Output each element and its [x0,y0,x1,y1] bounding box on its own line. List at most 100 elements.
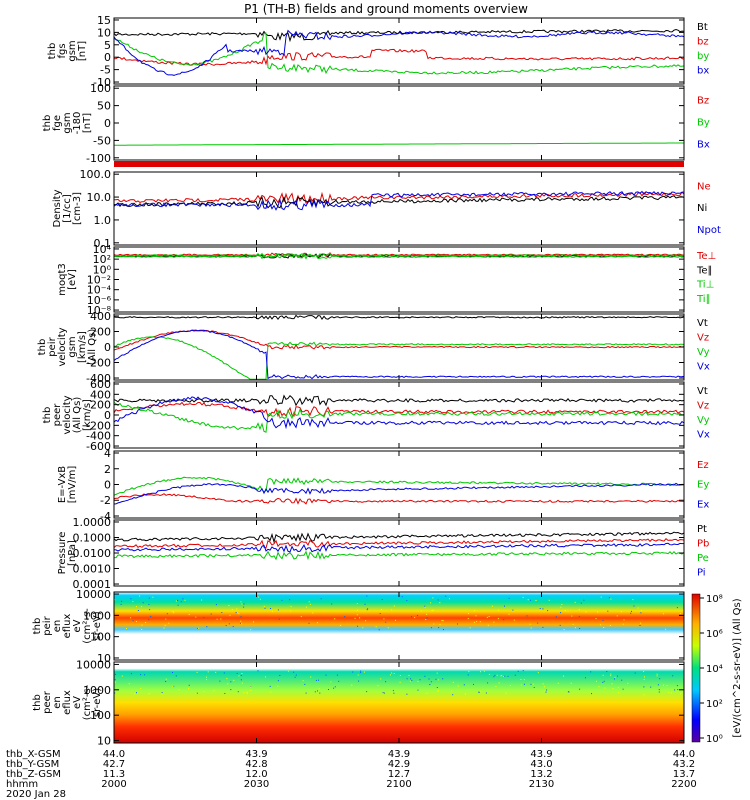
spectrogram-pixel [293,671,295,673]
spectrogram-pixel [433,623,435,625]
spectrogram-pixel [249,686,251,688]
y-axis-label: (cm²-s- [82,684,93,720]
x-row-label: thb_X-GSM [6,749,61,760]
spectrogram-pixel [621,679,623,681]
spectrogram-pixel [241,623,242,625]
spectrogram-pixel [504,675,506,677]
spectrogram-pixel [114,692,116,694]
y-axis-label: -180 [72,112,83,135]
spectrogram-pixel [411,679,413,681]
spectrogram-pixel [424,606,426,608]
spectrogram-pixel [238,675,240,677]
spectrogram-pixel [381,609,382,611]
spectrogram-pixel [451,690,453,692]
spectrogram-pixel [289,599,291,601]
legend-entry: Vx [697,430,710,441]
spectrogram-pixel [270,608,272,609]
spectrogram-pixel [340,624,342,626]
spectrogram-pixel [173,685,175,687]
spectrogram-pixel [620,611,622,613]
spectrogram-pixel [663,613,665,615]
spectrogram-pixel [443,629,444,630]
spectrogram-pixel [650,686,652,688]
spectrogram-pixel [623,619,625,621]
spectrogram-pixel [539,608,541,609]
spectrogram-pixel [548,599,550,601]
spectrogram-pixel [612,688,614,690]
spectrogram-pixel [432,609,434,611]
y-axis-label: [cm-3] [72,192,83,225]
spectrogram-pixel [391,672,393,674]
legend-entry: Vy [697,415,710,426]
colorbar-label: [eV/(cm^2-s-sr-eV)] (All Qs) [732,598,743,737]
spectrogram-pixel [236,608,238,610]
spectrogram-pixel [243,692,245,694]
spectrogram-pixel [580,602,582,604]
series-Pt [113,531,685,544]
spectrogram-pixel [622,623,624,625]
spectrogram-pixel [132,601,134,603]
y-tick-label: 1000 [83,684,111,697]
spectrogram-pixel [426,613,428,615]
y-axis-label: en [52,696,63,709]
series-Ti∥ [113,253,685,260]
spectrogram-pixel [441,620,443,621]
spectrogram-pixel [385,681,387,683]
panel-frame [113,171,685,246]
spectrogram-pixel [533,687,535,688]
spectrogram-pixel [596,680,597,682]
spectrogram-pixel [241,603,243,605]
legend-entry: by [697,51,709,62]
series-Vy [113,336,685,380]
spectrogram-pixel [547,610,549,612]
spectrogram-pixel [530,683,532,685]
spectrogram-pixel [317,690,318,692]
spectrogram-pixel [166,613,168,615]
spectrogram-pixel [180,601,182,603]
spectrogram-pixel [387,627,389,629]
spectrogram-pixel [198,627,200,629]
colorbar-tick-label: 10⁰ [706,734,723,745]
spectrogram-pixel [520,684,522,686]
spectrogram-pixel [564,610,566,612]
series-bz [113,48,685,66]
spectrogram-pixel [643,694,645,696]
spectrogram-pixel [352,671,354,673]
y-tick-label: 0.0100 [73,547,112,560]
spectrogram-pixel [318,688,320,690]
x-row-value: 43.9 [388,749,410,760]
spectrogram-pixel [643,686,645,688]
x-row-value: 2000 [101,779,126,790]
y-tick-label: 10⁻² [87,274,111,287]
spectrogram-pixel [583,599,585,601]
y-axis-label: thb [32,694,43,711]
spectrogram-pixel [608,597,610,599]
spectrogram-pixel [240,616,242,618]
spectrogram-pixel [523,679,525,681]
spectrogram-pixel [240,679,242,681]
spectrogram-pixel [351,684,353,686]
y-tick-label: 600 [90,378,111,391]
y-tick-label: 50 [97,100,111,113]
spectrogram-pixel [356,603,358,605]
spectrogram-pixel [449,598,450,600]
legend-entry: bx [697,66,709,77]
spectrogram-pixel [639,625,641,626]
spectrogram-pixel [300,616,302,618]
spectrogram-pixel [535,600,537,601]
spectrogram-pixel [487,682,489,684]
spectrogram-pixel [366,691,368,693]
spectrogram-pixel [358,680,360,682]
y-axis-label: [eV] [67,269,78,290]
spectrogram-pixel [439,602,441,604]
spectrogram-pixel [188,684,190,686]
spectrogram-pixel [579,688,581,690]
spectrogram-pixel [438,627,440,629]
spectrogram-pixel [560,612,562,614]
panel-frame [113,381,685,449]
spectrogram-pixel [480,671,481,673]
y-tick-label: 2 [104,463,111,476]
spectrogram-pixel [671,692,673,694]
y-tick-label: 400 [90,388,111,401]
spectrogram-pixel [380,678,382,680]
